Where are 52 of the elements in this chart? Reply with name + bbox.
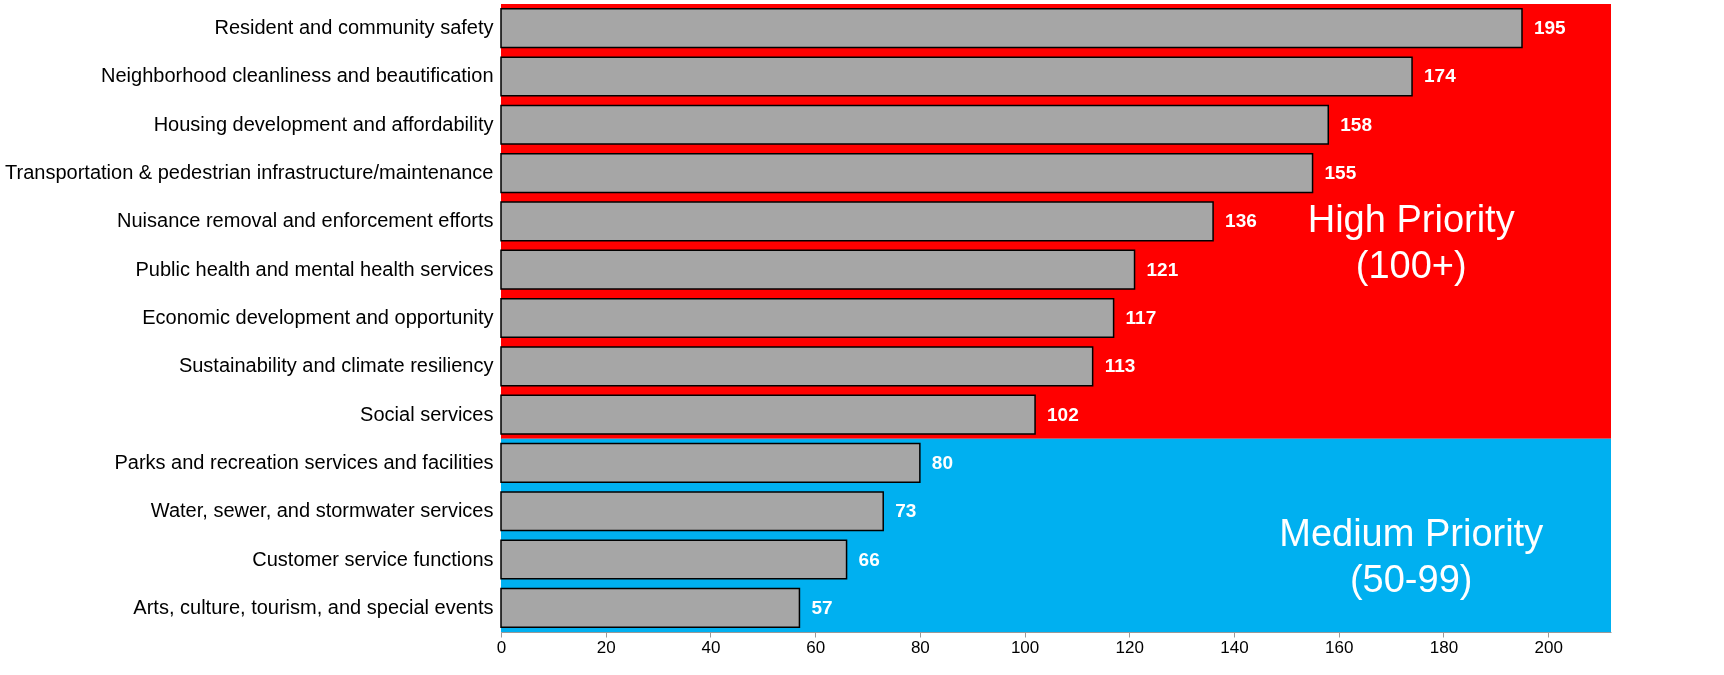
data-label: 117: [1125, 307, 1157, 328]
x-tick-label: 200: [1534, 637, 1563, 657]
x-tick-label: 100: [1010, 637, 1040, 657]
band-label: High Priority (100+): [1307, 198, 1515, 287]
bar: [500, 104, 1330, 145]
y-tick-label: Neighborhood cleanliness and beautification: [101, 64, 494, 87]
y-tick-label: Nuisance removal and enforcement efforts: [117, 209, 494, 232]
y-tick-label: Transportation & pedestrian infrastructure/maintenance: [5, 161, 494, 184]
x-tick-label: 120: [1115, 637, 1144, 657]
data-label: 102: [1047, 403, 1079, 425]
bar: [500, 249, 1136, 290]
x-tick-label: 0: [496, 637, 507, 657]
data-label: 136: [1225, 210, 1257, 232]
y-tick-label: Public health and mental health services: [135, 257, 494, 280]
y-tick-label: Water, sewer, and stormwater services: [150, 499, 494, 522]
data-label: 174: [1424, 65, 1457, 87]
x-tick-label: 20: [596, 637, 616, 657]
y-tick-label: Arts, culture, tourism, and special events: [133, 595, 494, 618]
x-tick-label: 60: [806, 637, 826, 657]
data-label: 57: [811, 596, 833, 618]
data-label: 158: [1340, 113, 1372, 135]
y-tick-label: Resident and community safety: [214, 16, 494, 39]
y-tick-label: Social services: [360, 402, 494, 425]
bar: [500, 539, 848, 580]
y-tick-label: Sustainability and climate resiliency: [178, 354, 494, 377]
data-label: 73: [895, 500, 917, 522]
bar: [500, 394, 1036, 435]
x-tick-label: 180: [1429, 637, 1459, 657]
data-label: 195: [1533, 17, 1567, 39]
bar: [500, 346, 1094, 387]
data-label: 66: [858, 548, 880, 570]
y-tick-label: Economic development and opportunity: [142, 306, 494, 328]
x-tick-label: 140: [1220, 637, 1249, 657]
data-label: 113: [1104, 355, 1136, 377]
x-tick-label: 80: [910, 637, 930, 657]
x-tick-label: 160: [1325, 637, 1354, 657]
y-tick-label: Parks and recreation services and facilities: [114, 450, 494, 473]
bar: [500, 8, 1523, 49]
x-tick-label: 40: [701, 637, 721, 657]
band-label: Medium Priority (50-99): [1279, 512, 1544, 601]
data-label: 155: [1324, 162, 1357, 184]
data-label: 121: [1146, 258, 1179, 280]
y-tick-label: Housing development and affordability: [153, 112, 494, 135]
y-tick-label: Customer service functions: [252, 547, 494, 570]
bar: [500, 201, 1214, 242]
data-label: 80: [931, 451, 954, 473]
bar: [500, 491, 884, 532]
bar: [500, 442, 921, 483]
bar: [500, 153, 1314, 194]
bar: [500, 297, 1115, 339]
bar: [500, 56, 1413, 97]
bar: [500, 587, 801, 628]
